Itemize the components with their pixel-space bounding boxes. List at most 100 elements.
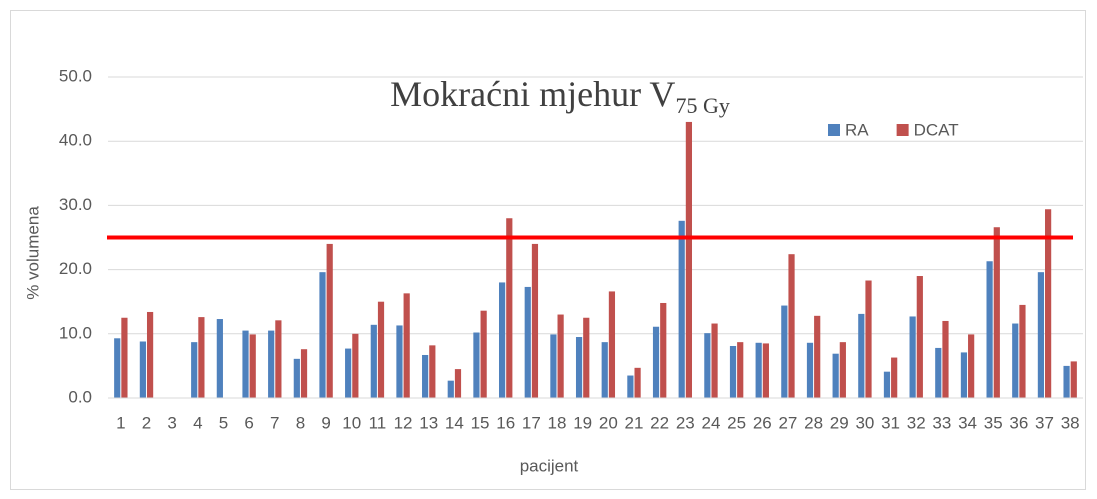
x-tick-label: 20	[599, 413, 618, 432]
bar	[935, 347, 942, 398]
legend-swatch	[828, 124, 840, 136]
bar	[498, 282, 506, 398]
bar	[249, 334, 256, 398]
bar	[531, 243, 539, 398]
bar	[293, 358, 300, 398]
bar	[704, 333, 711, 398]
bar	[480, 310, 487, 398]
bar	[858, 313, 865, 398]
bar	[396, 325, 403, 398]
bar	[737, 342, 744, 398]
bar	[1012, 323, 1019, 398]
bar	[275, 320, 282, 398]
bar	[403, 293, 410, 398]
bar	[429, 345, 436, 398]
bar	[1045, 209, 1052, 398]
legend-swatch	[896, 124, 909, 136]
x-tick-label: 5	[219, 413, 228, 432]
x-tick-label: 7	[270, 413, 279, 432]
x-tick-label: 34	[958, 413, 977, 432]
x-tick-label: 30	[855, 413, 874, 432]
bar	[652, 326, 660, 398]
bar	[960, 352, 968, 398]
bar	[198, 317, 205, 398]
y-tick-label: 0.0	[68, 387, 92, 406]
x-tick-label: 10	[342, 413, 361, 432]
x-tick-label: 11	[369, 413, 387, 432]
bar	[711, 323, 718, 398]
y-tick-label: 40.0	[59, 131, 92, 150]
bar	[326, 243, 333, 398]
legend-label: RA	[845, 120, 869, 139]
bar	[146, 311, 154, 398]
bar	[447, 380, 454, 398]
x-tick-label: 4	[193, 413, 202, 432]
bar	[839, 342, 846, 398]
bar	[986, 261, 993, 398]
bar	[627, 375, 634, 398]
x-tick-label: 1	[116, 413, 125, 432]
bar	[550, 334, 557, 398]
bar	[909, 316, 916, 398]
title-main: Mokraćni mjehur V	[390, 74, 675, 114]
bar	[1070, 361, 1077, 398]
legend-label: DCAT	[914, 120, 959, 139]
x-tick-label: 22	[650, 413, 669, 432]
bar	[575, 337, 583, 398]
x-tick-label: 24	[701, 413, 720, 432]
x-tick-label: 23	[676, 413, 695, 432]
x-tick-label: 37	[1035, 413, 1054, 432]
bar	[814, 315, 821, 398]
x-tick-label: 33	[932, 413, 951, 432]
bar	[473, 332, 480, 398]
bar	[891, 357, 898, 398]
bar	[506, 218, 513, 398]
bar	[883, 371, 891, 398]
bar	[660, 302, 667, 398]
title-subscript: 75 Gy	[675, 93, 729, 118]
chart-border	[10, 10, 1086, 490]
x-tick-label: 15	[471, 413, 490, 432]
x-tick-label: 27	[778, 413, 797, 432]
bar	[678, 220, 685, 398]
x-tick-label: 31	[881, 413, 900, 432]
bar	[557, 314, 564, 398]
x-tick-label: 25	[727, 413, 746, 432]
bar	[1063, 365, 1070, 398]
x-tick-label: 26	[753, 413, 772, 432]
x-tick-label: 38	[1061, 413, 1080, 432]
chart-title: Mokraćni mjehur V75 Gy	[390, 74, 730, 118]
x-tick-label: 8	[296, 413, 305, 432]
bar	[114, 338, 121, 398]
bar	[685, 121, 693, 398]
bar	[191, 342, 198, 398]
x-tick-label: 3	[167, 413, 176, 432]
bar	[993, 227, 1000, 398]
bar	[832, 353, 839, 398]
bar	[634, 367, 641, 398]
x-tick-label: 6	[244, 413, 253, 432]
bar	[916, 276, 923, 398]
bar	[454, 369, 462, 398]
x-tick-label: 29	[830, 413, 849, 432]
bar	[300, 349, 308, 398]
x-tick-label: 35	[984, 413, 1003, 432]
bar	[942, 320, 949, 398]
x-tick-label: 16	[496, 413, 515, 432]
bar	[755, 342, 762, 398]
bar	[422, 354, 429, 398]
bar	[788, 254, 795, 398]
x-tick-label: 32	[907, 413, 926, 432]
bar	[608, 291, 616, 398]
y-tick-label: 10.0	[59, 323, 92, 342]
x-tick-label: 21	[625, 413, 644, 432]
bar	[601, 342, 608, 398]
bar	[216, 319, 223, 398]
bar	[345, 348, 352, 398]
bar	[806, 342, 814, 398]
y-tick-label: 50.0	[59, 66, 92, 85]
x-tick-label: 12	[394, 413, 413, 432]
bar	[729, 345, 737, 398]
